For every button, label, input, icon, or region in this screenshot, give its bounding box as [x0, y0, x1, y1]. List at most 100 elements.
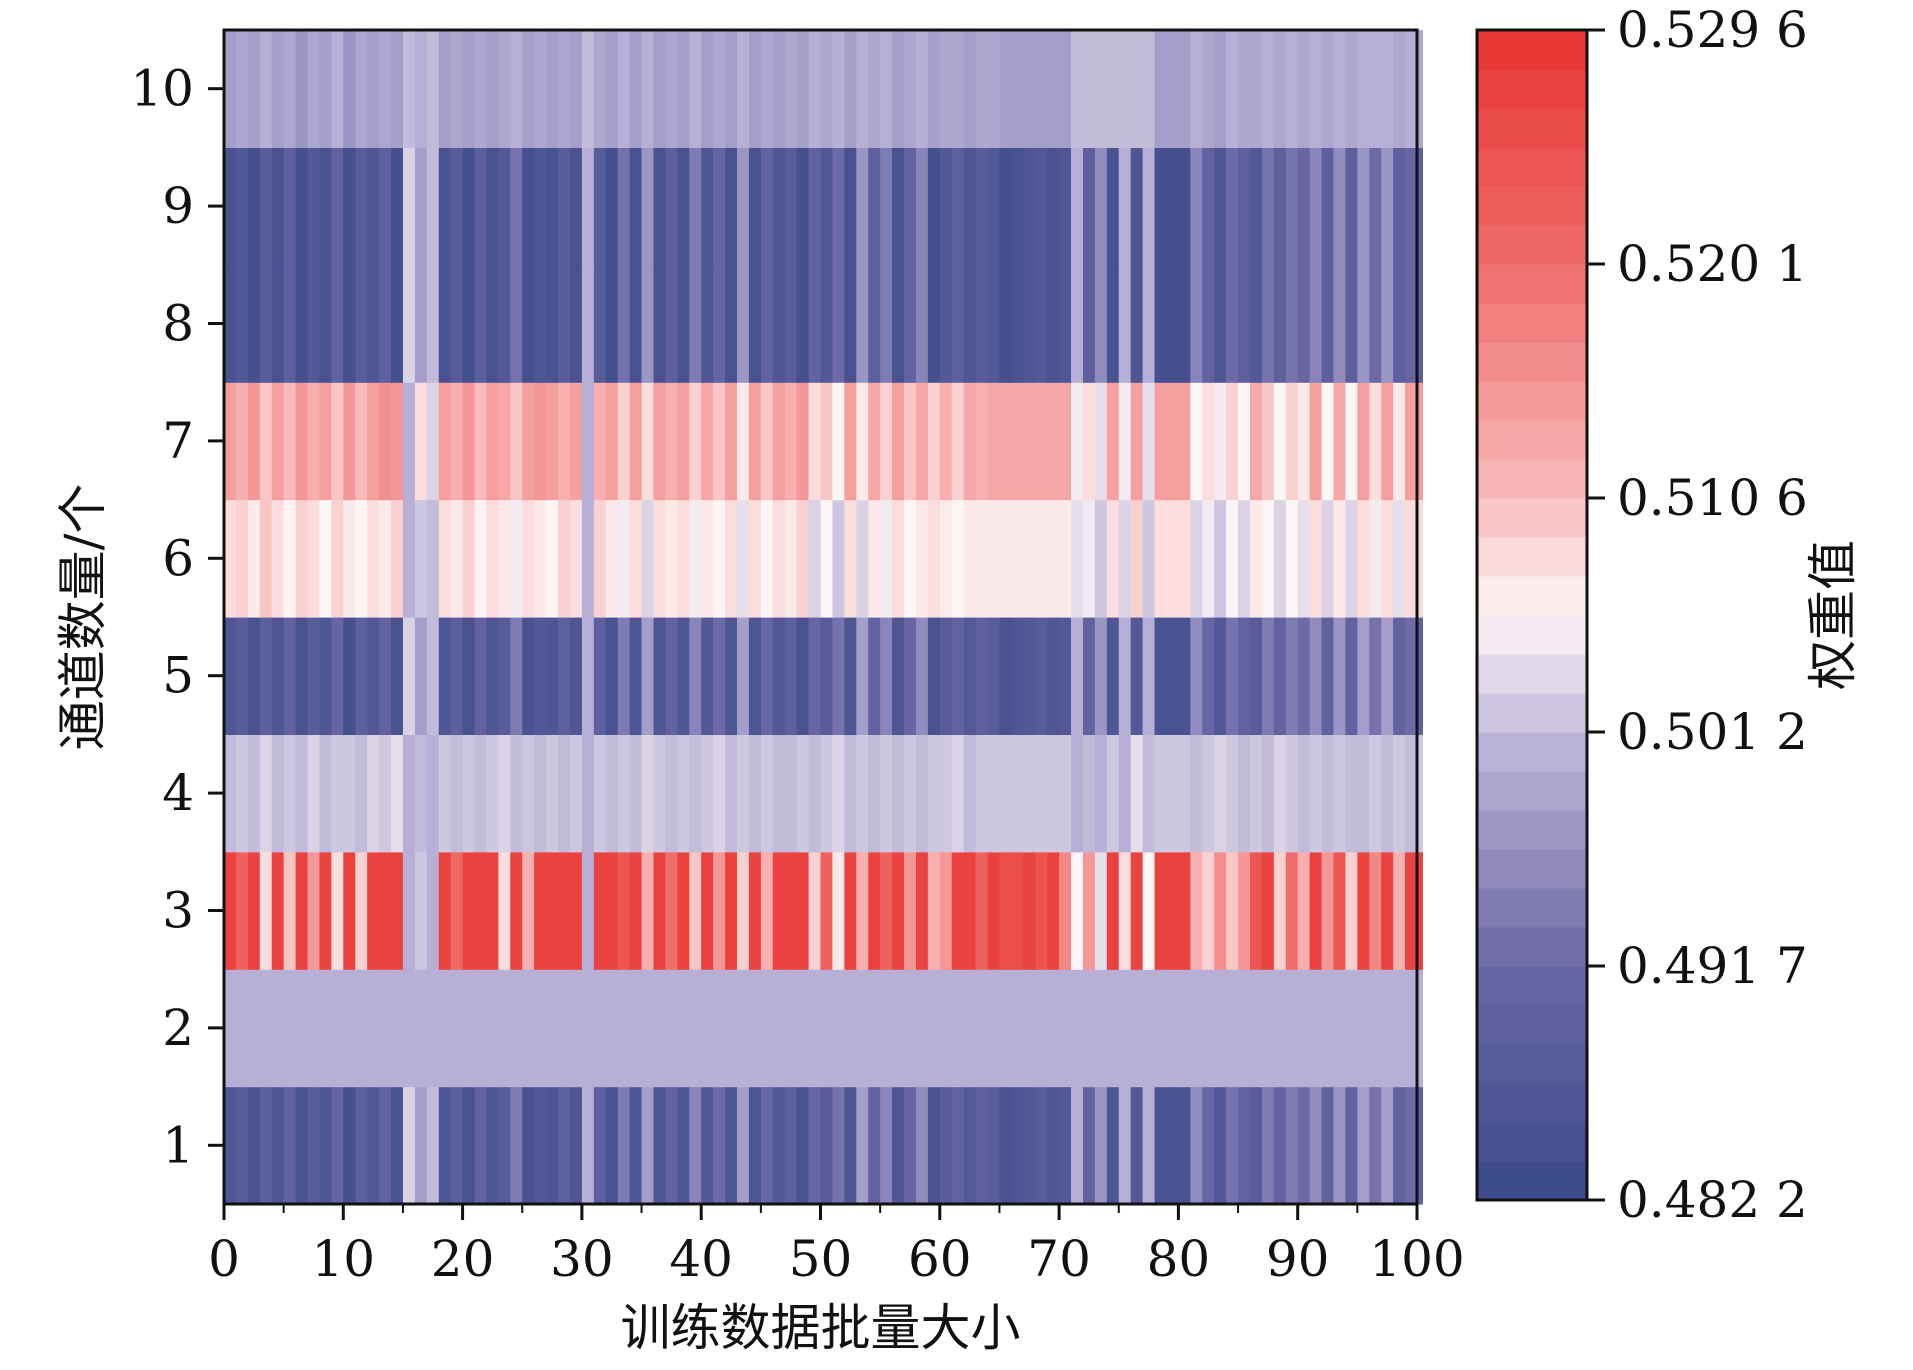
- heatmap-cell: [963, 147, 977, 266]
- heatmap-cell: [1393, 30, 1406, 148]
- heatmap-cell: [319, 734, 332, 853]
- heatmap-cell: [808, 382, 822, 501]
- heatmap-cell: [498, 147, 511, 266]
- heatmap-cell: [1273, 30, 1287, 148]
- heatmap-cell: [1118, 264, 1132, 383]
- heatmap-cell: [736, 30, 750, 148]
- heatmap-cell: [1106, 617, 1120, 735]
- colorbar-band: [1477, 108, 1587, 148]
- heatmap-cell: [1238, 264, 1251, 383]
- heatmap-cell: [224, 499, 237, 618]
- heatmap-cell: [498, 30, 511, 148]
- heatmap-cell: [331, 1086, 344, 1205]
- heatmap-cell: [1405, 969, 1418, 1088]
- heatmap-cell: [772, 382, 786, 501]
- heatmap-cell: [1261, 264, 1275, 383]
- heatmap-cell: [534, 499, 547, 618]
- heatmap-cell: [689, 734, 702, 853]
- heatmap-cell: [820, 30, 834, 148]
- heatmap-cell: [1178, 1086, 1191, 1205]
- heatmap-cell: [677, 617, 690, 735]
- heatmap-cell: [999, 382, 1012, 501]
- heatmap-cell: [1011, 734, 1024, 853]
- heatmap-cell: [987, 382, 1001, 501]
- heatmap-cell: [510, 147, 523, 266]
- heatmap-cell: [701, 851, 714, 970]
- heatmap-cell: [283, 617, 297, 735]
- heatmap-cell: [391, 734, 404, 853]
- heatmap-cell: [295, 264, 309, 383]
- heatmap-cell: [1166, 382, 1179, 501]
- heatmap-cell: [402, 1086, 416, 1205]
- heatmap-cell: [736, 264, 750, 383]
- heatmap-cell: [1238, 734, 1251, 853]
- heatmap-cell: [450, 1086, 464, 1205]
- heatmap-cell: [617, 851, 631, 970]
- heatmap-cell: [999, 734, 1012, 853]
- heatmap-cell: [605, 617, 619, 735]
- heatmap-cell: [820, 1086, 834, 1205]
- heatmap-cell: [1226, 1086, 1239, 1205]
- heatmap-cell: [1333, 617, 1347, 735]
- x-tick-label: 10: [311, 1230, 375, 1288]
- heatmap-cell: [283, 382, 297, 501]
- heatmap-cell: [963, 382, 977, 501]
- heatmap-cell: [987, 30, 1001, 148]
- heatmap-cell: [951, 147, 965, 266]
- heatmap-cell: [1011, 969, 1024, 1088]
- heatmap-cell: [605, 499, 619, 618]
- heatmap-cell: [1059, 30, 1072, 148]
- heatmap-cell: [307, 734, 321, 853]
- heatmap-cell: [1357, 1086, 1370, 1205]
- heatmap-cell: [355, 147, 368, 266]
- heatmap-cell: [641, 147, 655, 266]
- heatmap-cell: [1226, 851, 1239, 970]
- heatmap-cell: [474, 617, 488, 735]
- heatmap-cell: [999, 147, 1012, 266]
- heatmap-cell: [1130, 851, 1144, 970]
- y-tick-label: 3: [162, 882, 194, 940]
- heatmap-cell: [438, 617, 452, 735]
- heatmap-cell: [546, 1086, 559, 1205]
- heatmap-cell: [1178, 264, 1191, 383]
- heatmap-cell: [665, 851, 678, 970]
- heatmap-cell: [844, 382, 857, 501]
- heatmap-cell: [760, 734, 774, 853]
- heatmap-cell: [701, 264, 714, 383]
- heatmap-cell: [1082, 382, 1096, 501]
- heatmap-cell: [1071, 969, 1084, 1088]
- heatmap-cell: [1202, 499, 1215, 618]
- heatmap-cell: [1381, 969, 1394, 1088]
- heatmap-cell: [450, 147, 464, 266]
- heatmap-cell: [605, 851, 619, 970]
- heatmap-cell: [558, 382, 571, 501]
- heatmap-cell: [1166, 499, 1179, 618]
- heatmap-cell: [736, 147, 750, 266]
- heatmap-cell: [510, 382, 523, 501]
- heatmap-cell: [1094, 617, 1108, 735]
- y-axis-title: 通道数量/个: [54, 484, 112, 751]
- colorbar-band: [1477, 30, 1587, 70]
- heatmap-cell: [1369, 147, 1382, 266]
- heatmap-cell: [355, 969, 368, 1088]
- heatmap-cell: [701, 734, 714, 853]
- heatmap-cell: [1417, 851, 1423, 970]
- heatmap-cell: [999, 617, 1012, 735]
- heatmap-cell: [1106, 1086, 1120, 1205]
- heatmap-cell: [1023, 147, 1036, 266]
- heatmap-cell: [1333, 30, 1347, 148]
- heatmap-cell: [665, 969, 678, 1088]
- heatmap-cell: [617, 499, 631, 618]
- heatmap-cell: [1393, 382, 1406, 501]
- heatmap-cell: [414, 382, 428, 501]
- colorbar-band: [1477, 1044, 1587, 1084]
- heatmap-cell: [904, 969, 917, 1088]
- heatmap-cell: [343, 969, 356, 1088]
- heatmap-cell: [772, 30, 786, 148]
- heatmap-cell: [367, 734, 380, 853]
- heatmap-cell: [1130, 382, 1144, 501]
- x-tick-label: 0: [208, 1230, 240, 1288]
- heatmap-cell: [665, 499, 678, 618]
- heatmap-cell: [307, 382, 321, 501]
- heatmap-cell: [1417, 499, 1423, 618]
